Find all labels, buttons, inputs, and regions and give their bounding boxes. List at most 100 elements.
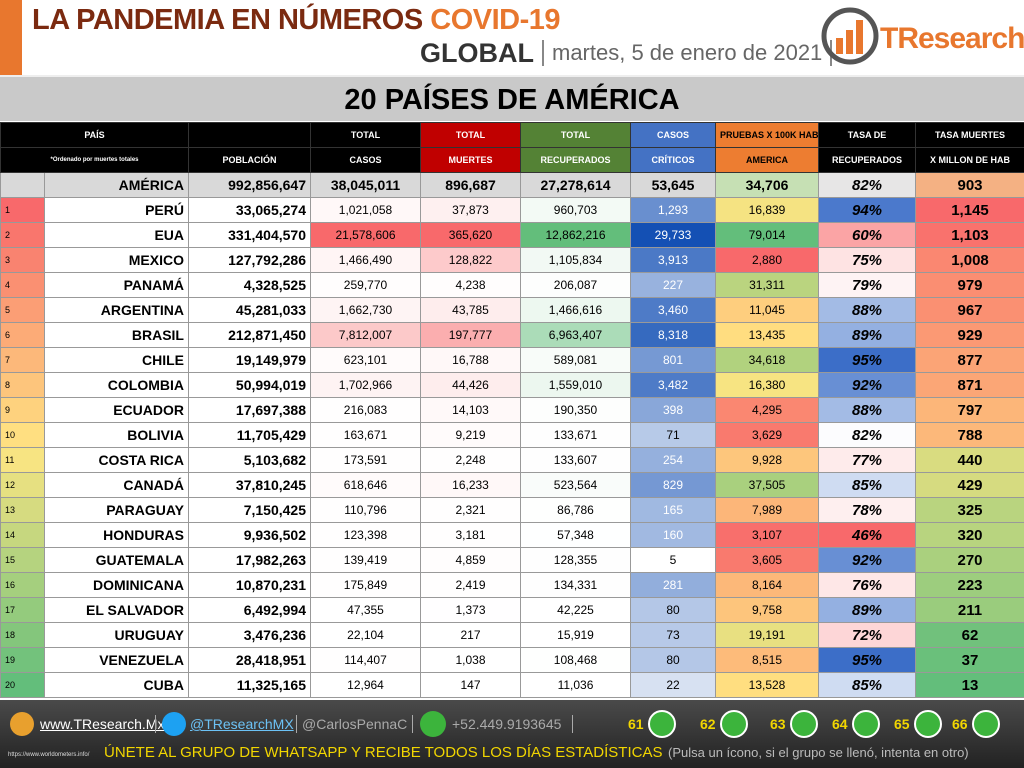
cell: 197,777 xyxy=(420,322,521,348)
cell: CANADÁ xyxy=(44,472,189,498)
cell: 871 xyxy=(915,372,1024,398)
cell: 110,796 xyxy=(310,497,421,523)
whatsapp-button[interactable] xyxy=(852,710,880,738)
whatsapp-button[interactable] xyxy=(790,710,818,738)
total-cell: 27,278,614 xyxy=(520,172,631,198)
header-cell: CASOS xyxy=(630,122,716,148)
cell: 960,703 xyxy=(520,197,631,223)
globe-icon xyxy=(10,712,34,736)
whatsapp-button[interactable] xyxy=(648,710,676,738)
cell: 86,786 xyxy=(520,497,631,523)
cell: 123,398 xyxy=(310,522,421,548)
cell: 147 xyxy=(420,672,521,698)
cell: 254 xyxy=(630,447,716,473)
whatsapp-button[interactable] xyxy=(972,710,1000,738)
cell: 37,505 xyxy=(715,472,819,498)
cell: 45,281,033 xyxy=(188,297,311,323)
cell: 4,238 xyxy=(420,272,521,298)
cell: 88% xyxy=(818,297,916,323)
header-cell: AMERICA xyxy=(715,147,819,173)
cell: 165 xyxy=(630,497,716,523)
cell: 16,839 xyxy=(715,197,819,223)
whatsapp-icon xyxy=(420,711,446,737)
cell: 3,107 xyxy=(715,522,819,548)
cell: 173,591 xyxy=(310,447,421,473)
cell: 13 xyxy=(915,672,1024,698)
cell: 127,792,286 xyxy=(188,247,311,273)
cell: 79,014 xyxy=(715,222,819,248)
group-number: 65 xyxy=(894,716,910,732)
whatsapp-button[interactable] xyxy=(914,710,942,738)
total-cell: 38,045,011 xyxy=(310,172,421,198)
cell: 7,812,007 xyxy=(310,322,421,348)
cell: 37,873 xyxy=(420,197,521,223)
header-cell: CRÍTICOS xyxy=(630,147,716,173)
subheadline: GLOBAL martes, 5 de enero de 2021 xyxy=(420,36,833,70)
cell: 1,293 xyxy=(630,197,716,223)
cell: 320 xyxy=(915,522,1024,548)
header-cell: RECUPERADOS xyxy=(520,147,631,173)
title-band: 20 PAÍSES DE AMÉRICA xyxy=(0,75,1024,121)
cell: 92% xyxy=(818,372,916,398)
cell: 9,936,502 xyxy=(188,522,311,548)
header-cell: TOTAL xyxy=(310,122,421,148)
date: martes, 5 de enero de 2021 xyxy=(552,40,823,65)
cell: 73 xyxy=(630,622,716,648)
cell: GUATEMALA xyxy=(44,547,189,573)
headline-text: LA PANDEMIA EN NÚMEROS xyxy=(32,4,423,36)
cell: 217 xyxy=(420,622,521,648)
cell: 13 xyxy=(0,497,45,523)
cell: URUGUAY xyxy=(44,622,189,648)
cell: 7,150,425 xyxy=(188,497,311,523)
table-row: 13 PARAGUAY 7,150,425 110,796 2,321 86,786 165… xyxy=(0,497,1024,523)
cell: 216,083 xyxy=(310,397,421,423)
table-row: 14 HONDURAS 9,936,502 123,398 3,181 57,348 160… xyxy=(0,522,1024,548)
cell: 3,460 xyxy=(630,297,716,323)
cell: 190,350 xyxy=(520,397,631,423)
header-cell: X MILLON DE HAB xyxy=(915,147,1024,173)
cell: 85% xyxy=(818,672,916,698)
table-row: 17 EL SALVADOR 6,492,994 47,355 1,373 42,225 8… xyxy=(0,597,1024,623)
separator xyxy=(572,715,573,733)
whatsapp-button[interactable] xyxy=(720,710,748,738)
table-row: 6 BRASIL 212,871,450 7,812,007 197,777 6,963,… xyxy=(0,322,1024,348)
cell: 19,191 xyxy=(715,622,819,648)
cell: 11,036 xyxy=(520,672,631,698)
cell: 163,671 xyxy=(310,422,421,448)
cell: 13,528 xyxy=(715,672,819,698)
cell: 4 xyxy=(0,272,45,298)
cell: 797 xyxy=(915,397,1024,423)
table-row: 11 COSTA RICA 5,103,682 173,591 2,248 133,607… xyxy=(0,447,1024,473)
data-table: PAÍS TOTAL TOTAL TOTAL CASOS PRUEBAS X 100K H… xyxy=(0,122,1024,698)
cell: EUA xyxy=(44,222,189,248)
header-row: PAÍS TOTAL TOTAL TOTAL CASOS PRUEBAS X 100K H… xyxy=(0,122,1024,148)
cell: 7 xyxy=(0,347,45,373)
cell: 85% xyxy=(818,472,916,498)
twitter-handle[interactable]: @TResearchMX xyxy=(190,716,294,732)
cell: 398 xyxy=(630,397,716,423)
website[interactable]: www.TResearch.Mx xyxy=(40,716,165,732)
cell: 16,788 xyxy=(420,347,521,373)
cell: 82% xyxy=(818,422,916,448)
cell: 9,758 xyxy=(715,597,819,623)
cell: 8 xyxy=(0,372,45,398)
cell: 15 xyxy=(0,547,45,573)
cell: 20 xyxy=(0,672,45,698)
cell: 429 xyxy=(915,472,1024,498)
total-row: AMÉRICA 992,856,647 38,045,011 896,687 27,27… xyxy=(0,172,1024,198)
cell: 6,963,407 xyxy=(520,322,631,348)
cell: 6,492,994 xyxy=(188,597,311,623)
cell: ARGENTINA xyxy=(44,297,189,323)
table-row: 9 ECUADOR 17,697,388 216,083 14,103 190,350 39… xyxy=(0,397,1024,423)
header-cell: POBLACIÓN xyxy=(188,147,311,173)
logo-bar xyxy=(846,30,853,54)
cell: 281 xyxy=(630,572,716,598)
cell: VENEZUELA xyxy=(44,647,189,673)
cell: 3,605 xyxy=(715,547,819,573)
cell: COSTA RICA xyxy=(44,447,189,473)
cell: 17,982,263 xyxy=(188,547,311,573)
note: (Pulsa un ícono, si el grupo se llenó, i… xyxy=(668,745,969,760)
group-number: 62 xyxy=(700,716,716,732)
cell: 8,318 xyxy=(630,322,716,348)
